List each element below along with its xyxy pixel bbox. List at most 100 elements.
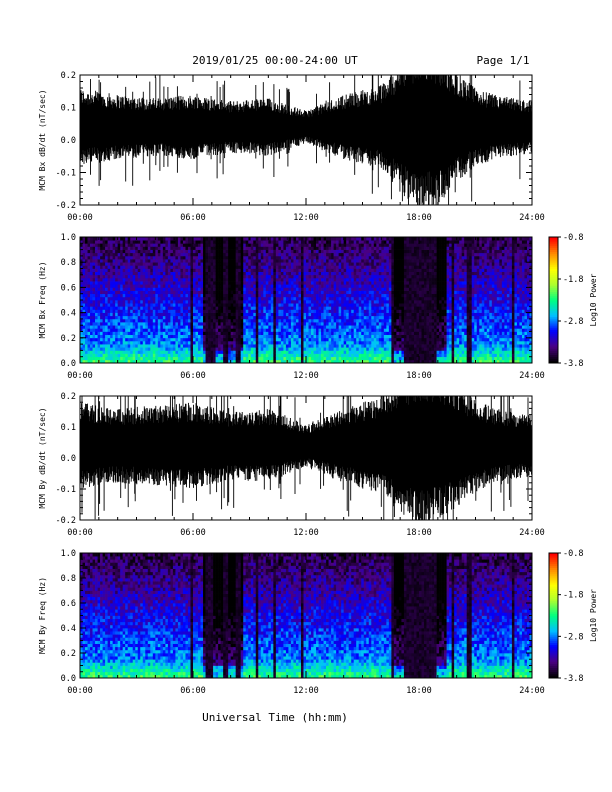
spectrogram-cell [240, 240, 244, 244]
spectrogram-cell [145, 255, 149, 260]
spectrogram-cell [343, 255, 347, 260]
spectrogram-cell [275, 262, 279, 266]
spectrogram-cell [82, 353, 86, 358]
spectrogram-cell [130, 293, 134, 298]
spectrogram-cell [280, 312, 284, 317]
spectrogram-cell [120, 322, 124, 326]
spectrogram-cell [328, 237, 332, 241]
spectrogram-cell [223, 249, 226, 254]
spectrogram-cell [351, 284, 355, 288]
spectrogram-cell [140, 252, 144, 257]
spectrogram-cell [346, 303, 350, 307]
spectrogram-cell [125, 265, 129, 269]
spectrogram-cell [145, 325, 149, 329]
spectrogram-cell [308, 312, 312, 317]
spectrogram-cell [303, 337, 307, 342]
spectrogram-cell [160, 287, 164, 291]
spectrogram-cell [308, 325, 312, 329]
spectrogram-cell [218, 246, 221, 250]
spectrogram-cell [92, 315, 96, 320]
spectrogram-cell [265, 246, 269, 250]
spectrogram-cell [220, 309, 224, 313]
spectrogram-cell [95, 328, 98, 332]
spectrogram-cell [182, 259, 186, 263]
spectrogram-cell [268, 284, 272, 288]
spectrogram-cell [147, 306, 151, 310]
spectrogram-cell [263, 334, 267, 339]
spectrogram-cell [193, 328, 196, 332]
spectrogram-cell [152, 287, 156, 291]
spectrogram-cell [213, 315, 216, 320]
spectrogram-cell [328, 309, 332, 313]
spectrogram-cell [187, 255, 191, 260]
spectrogram-cell [130, 334, 134, 339]
spectrogram-cell [82, 318, 86, 323]
spectrogram-cell [343, 356, 347, 361]
spectrogram-cell [167, 300, 171, 304]
spectrogram-cell [167, 344, 171, 348]
spectrogram-cell [341, 246, 345, 250]
spectrogram-cell [215, 312, 219, 317]
spectrogram-cell [167, 277, 171, 282]
spectrogram-cell [323, 340, 327, 345]
spectrogram-cell [285, 322, 289, 326]
spectrogram-cell [368, 252, 372, 257]
spectrogram-cell [275, 237, 279, 241]
spectrogram-cell [137, 259, 141, 263]
spectrogram-cell [258, 306, 262, 310]
spectrogram-cell [95, 237, 98, 241]
spectrogram-cell [145, 356, 149, 361]
spectrogram-cell [162, 240, 166, 244]
spectrogram-cell [351, 334, 355, 339]
spectrogram-cell [112, 344, 116, 348]
spectrogram-cell [190, 243, 194, 247]
spectrogram-cell [208, 240, 211, 244]
spectrogram-cell [300, 350, 304, 354]
spectrogram-cell [203, 359, 206, 364]
spectrogram-cell [255, 240, 259, 244]
spectrogram-cell [283, 249, 287, 254]
spectrogram-cell [145, 300, 149, 304]
spectrogram-cell [298, 322, 302, 326]
spectrogram-cell [203, 290, 206, 295]
spectrogram-cell [295, 306, 299, 310]
spectrogram-cell [165, 353, 169, 358]
spectrogram-cell [120, 359, 124, 364]
spectrogram-cell [228, 322, 232, 326]
spectrogram-cell [341, 300, 345, 304]
spectrogram-cell [336, 331, 339, 335]
spectrogram-cell [293, 303, 297, 307]
spectrogram-cell [182, 240, 186, 244]
spectrogram-cell [190, 334, 194, 339]
spectrogram-cell [265, 312, 269, 317]
spectrogram-cell [155, 284, 159, 288]
spectrogram-cell [160, 252, 164, 257]
spectrogram-cell [253, 350, 257, 354]
spectrogram-cell [225, 340, 229, 345]
spectrogram-cell [132, 334, 136, 339]
spectrogram-cell [323, 287, 327, 291]
spectrogram-cell [82, 309, 86, 313]
spectrogram-cell [157, 306, 161, 310]
spectrogram-cell [205, 274, 209, 279]
spectrogram-cell [268, 347, 272, 351]
spectrogram-cell [383, 284, 387, 288]
spectrogram-cell [373, 296, 377, 301]
spectrogram-cell [152, 277, 156, 282]
spectrogram-cell [147, 287, 151, 291]
spectrogram-cell [203, 262, 206, 266]
spectrogram-cell [85, 284, 88, 288]
spectrogram-cell [112, 287, 116, 291]
spectrogram-cell [92, 359, 96, 364]
spectrogram-cell [112, 325, 116, 329]
spectrogram-cell [175, 262, 179, 266]
spectrogram-cell [308, 340, 312, 345]
spectrogram-cell [343, 240, 347, 244]
spectrogram-cell [303, 274, 307, 279]
spectrogram-cell [177, 312, 181, 317]
spectrogram-cell [321, 259, 324, 263]
spectrogram-cell [142, 296, 146, 301]
spectrogram-cell [293, 300, 297, 304]
spectrogram-cell [366, 268, 370, 272]
spectrogram-cell [132, 265, 136, 269]
